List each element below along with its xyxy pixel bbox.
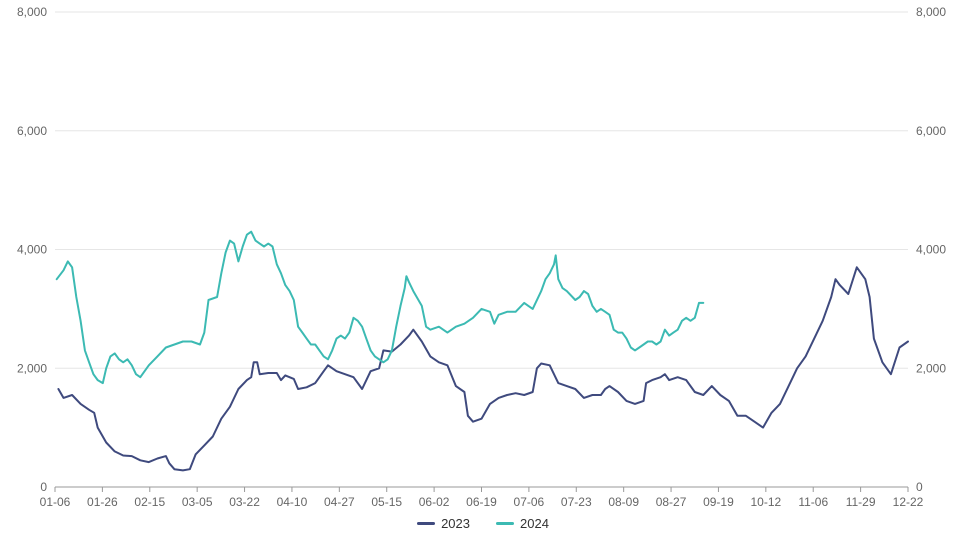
x-tick-label: 11-06	[798, 495, 828, 509]
x-tick-label: 10-12	[750, 495, 781, 509]
x-tick-label: 02-15	[134, 495, 165, 509]
legend-swatch-2023	[417, 522, 436, 525]
y-tick-label-right: 8,000	[916, 5, 946, 19]
x-tick-label: 03-05	[182, 495, 213, 509]
y-tick-label-right: 6,000	[916, 124, 946, 138]
x-tick-label: 06-19	[466, 495, 497, 509]
gridlines	[55, 11, 908, 488]
series-line-2024[interactable]	[55, 230, 705, 385]
legend-item-2023[interactable]: 2023	[417, 516, 470, 531]
legend-label-2023: 2023	[441, 516, 470, 531]
x-tick-label: 01-26	[87, 495, 118, 509]
x-axis: 01-06 01-26 02-15 03-05 03-22 04-10 04-27 05-15…	[40, 487, 924, 509]
x-tick-label: 12-22	[893, 495, 924, 509]
x-tick-label: 07-06	[514, 495, 545, 509]
series-lines	[55, 230, 909, 472]
legend: 2023 2024	[0, 516, 966, 531]
x-tick-label: 07-23	[561, 495, 592, 509]
y-tick-label-right: 4,000	[916, 243, 946, 257]
x-tick-label: 05-15	[371, 495, 402, 509]
x-tick-label: 04-27	[324, 495, 355, 509]
y-tick-label-left: 6,000	[17, 124, 47, 138]
x-tick-label: 11-29	[846, 495, 876, 509]
y-tick-label-left: 0	[40, 480, 47, 494]
x-tick-label: 04-10	[277, 495, 308, 509]
y-tick-label-left: 8,000	[17, 5, 47, 19]
y-tick-label-left: 4,000	[17, 243, 47, 257]
y-axis-right: 0 2,000 4,000 6,000 8,000	[916, 5, 946, 494]
x-tick-label: 06-02	[419, 495, 450, 509]
series-line-2023[interactable]	[57, 266, 909, 472]
y-tick-label-right: 2,000	[916, 361, 946, 375]
y-tick-label-left: 2,000	[17, 361, 47, 375]
line-chart: 0 2,000 4,000 6,000 8,000 0 2,000 4,000 6,000 8,…	[17, 5, 946, 509]
x-tick-label: 03-22	[229, 495, 260, 509]
legend-swatch-2024	[496, 522, 514, 525]
x-tick-label: 08-09	[608, 495, 639, 509]
legend-item-2024[interactable]: 2024	[496, 516, 549, 531]
x-tick-label: 08-27	[656, 495, 687, 509]
y-axis-left: 0 2,000 4,000 6,000 8,000	[17, 5, 47, 494]
y-tick-label-right: 0	[916, 480, 923, 494]
x-tick-label: 09-19	[703, 495, 734, 509]
x-tick-label: 01-06	[40, 495, 71, 509]
legend-label-2024: 2024	[520, 516, 549, 531]
